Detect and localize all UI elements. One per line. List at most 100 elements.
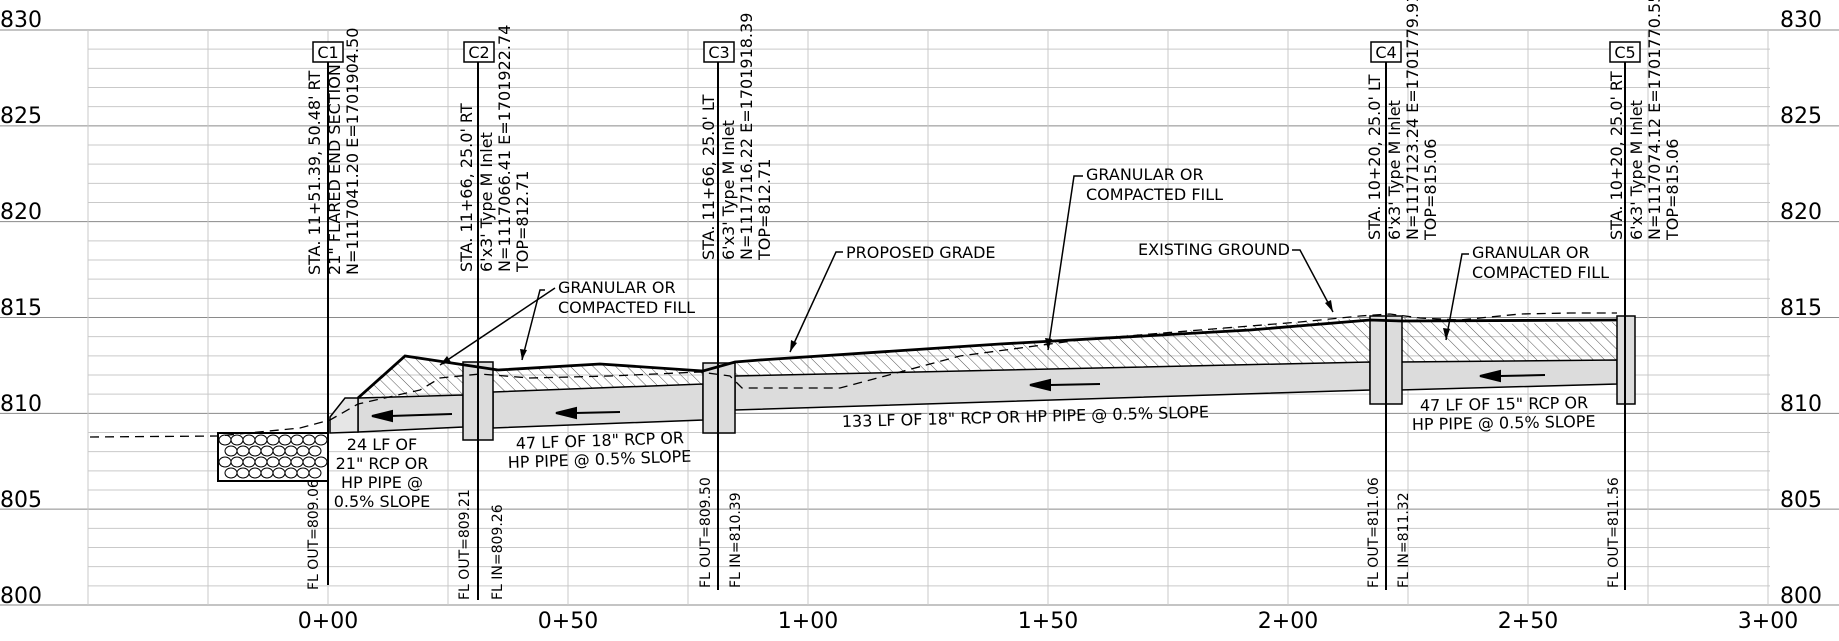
flow-arrows <box>371 369 1546 423</box>
riprap-stone <box>284 467 298 479</box>
structure-c3: C3 STA. 11+66, 25.0' LT 6'x3' Type M Inl… <box>698 13 774 590</box>
proposed-grade-label: PROPOSED GRADE <box>846 243 996 262</box>
fill-right-line-1: GRANULAR OR <box>1472 243 1590 262</box>
pipe-note-c2-c3: 47 LF OF 18" RCP OR HP PIPE @ 0.5% SLOPE <box>507 428 691 472</box>
riprap-stone <box>218 434 232 446</box>
c5-info-line-1: STA. 10+20, 25.0' RT <box>1607 71 1626 240</box>
elev-label-810-left: 810 <box>0 392 42 417</box>
existing-ground-label: EXISTING GROUND <box>1138 240 1290 259</box>
riprap-stone <box>314 434 328 446</box>
c4-info-line-1: STA. 10+20, 25.0' LT <box>1365 74 1384 240</box>
c2-info-line-2: 6'x3' Type M Inlet <box>477 132 496 272</box>
c2-info-line-1: STA. 11+66, 25.0' RT <box>457 103 476 272</box>
riprap-stone <box>266 434 280 446</box>
station-label-0: 0+00 <box>298 609 358 634</box>
structure-id-c4: C4 <box>1375 43 1396 62</box>
c5-info-line-3: N=1117074.12 E=1701770.55 <box>1645 0 1664 240</box>
elev-label-830-left: 830 <box>0 8 42 33</box>
callout-fill-mid: GRANULAR OR COMPACTED FILL <box>1045 165 1223 351</box>
riprap-apron <box>217 432 329 482</box>
existing-ground-line <box>89 312 1617 438</box>
pipe4-line-2: HP PIPE @ 0.5% SLOPE <box>1412 412 1596 434</box>
fill-left-line-1: GRANULAR OR <box>558 278 676 297</box>
riprap-stone <box>224 445 238 457</box>
structure-id-c3: C3 <box>708 43 729 62</box>
structure-c2: C2 STA. 11+66, 25.0' RT 6'x3' Type M Inl… <box>457 25 532 600</box>
station-label-2: 1+00 <box>778 609 838 634</box>
c1-fl-out: FL OUT=809.06 <box>306 479 322 590</box>
riprap-stone <box>278 456 292 468</box>
riprap-stone <box>296 445 310 457</box>
riprap-stone <box>254 456 268 468</box>
riprap-stone <box>302 456 316 468</box>
pipe-c2-c3 <box>492 383 704 429</box>
station-label-1: 0+50 <box>538 609 598 634</box>
elev-label-800-left: 800 <box>0 584 42 609</box>
riprap-stone <box>278 434 292 446</box>
riprap-stone <box>224 467 238 479</box>
structure-id-c5: C5 <box>1614 43 1635 62</box>
riprap-stone <box>248 467 262 479</box>
station-label-5: 2+50 <box>1498 609 1558 634</box>
riprap-stone <box>308 467 322 479</box>
fill-right-line-2: COMPACTED FILL <box>1472 263 1609 282</box>
elev-label-800-right: 800 <box>1780 584 1822 609</box>
c4-info-line-3: N=1117123.24 E=1701779.91 <box>1403 0 1422 240</box>
elev-label-830-right: 830 <box>1780 8 1822 33</box>
elevation-labels-left: 830 825 820 815 810 805 800 <box>0 8 42 609</box>
riprap-stone <box>242 434 256 446</box>
fill-mid-line-1: GRANULAR OR <box>1086 165 1204 184</box>
c3-fl-in: FL IN=810.39 <box>728 492 744 588</box>
riprap-stone <box>260 445 274 457</box>
riprap-stone <box>236 467 250 479</box>
pipe-note-c1-c2: 24 LF OF 21" RCP OR HP PIPE @ 0.5% SLOPE <box>334 435 431 511</box>
structure-tag-c2 <box>463 41 495 63</box>
riprap-stone <box>230 434 244 446</box>
riprap-stone <box>236 445 250 457</box>
profile-grid <box>0 29 1839 606</box>
pipe4-line-1: 47 LF OF 15" RCP OR <box>1420 393 1589 415</box>
c5-info-line-2: 6'x3' Type M Inlet <box>1627 100 1646 240</box>
riprap-stone <box>302 434 316 446</box>
granular-fill-hatch <box>360 317 1617 398</box>
riprap-stone <box>284 445 298 457</box>
station-label-3: 1+50 <box>1018 609 1078 634</box>
c4-info-line-2: 6'x3' Type M Inlet <box>1385 100 1404 240</box>
riprap-stone <box>230 456 244 468</box>
c4-fl-out: FL OUT=811.06 <box>1366 477 1382 588</box>
structure-tag-c5 <box>1609 41 1641 63</box>
elev-label-825-left: 825 <box>0 104 42 129</box>
c1-info-line-3: N=1117041.20 E=1701904.50 <box>343 28 362 275</box>
pipe3-line-1: 133 LF OF 18" RCP OR HP PIPE @ 0.5% SLOP… <box>842 402 1210 431</box>
c5-fl-out: FL OUT=811.56 <box>1606 477 1622 588</box>
riprap-stone <box>248 445 262 457</box>
c2-info-line-4: TOP=812.71 <box>513 171 532 273</box>
riprap-stone <box>272 445 286 457</box>
c3-info-line-3: N=1117116.22 E=1701918.39 <box>737 13 756 260</box>
structure-tag-c1 <box>312 41 344 63</box>
elev-label-820-left: 820 <box>0 200 42 225</box>
elev-label-825-right: 825 <box>1780 104 1822 129</box>
pipe-note-c4-c5: 47 LF OF 15" RCP OR HP PIPE @ 0.5% SLOPE <box>1412 393 1596 434</box>
c3-info-line-1: STA. 11+66, 25.0' LT <box>699 94 718 260</box>
elev-label-815-left: 815 <box>0 296 42 321</box>
riprap-stone <box>314 456 328 468</box>
c2-fl-out: FL OUT=809.21 <box>457 489 473 600</box>
pipe1-line-3: HP PIPE @ <box>341 473 423 492</box>
structure-c5: C5 STA. 10+20, 25.0' RT 6'x3' Type M Inl… <box>1606 0 1682 590</box>
callout-fill-right: GRANULAR OR COMPACTED FILL <box>1443 243 1609 341</box>
structure-tag-c3 <box>703 41 735 63</box>
c3-info-line-4: TOP=812.71 <box>755 159 774 261</box>
riprap-stone <box>296 467 310 479</box>
riprap-stone <box>290 456 304 468</box>
riprap-stones <box>218 434 328 479</box>
c4-fl-in: FL IN=811.32 <box>1396 492 1412 588</box>
pipe1-line-4: 0.5% SLOPE <box>334 492 431 511</box>
riprap-stone <box>260 467 274 479</box>
callout-fill-left: GRANULAR OR COMPACTED FILL <box>439 278 695 366</box>
c4-info-line-4: TOP=815.06 <box>1421 139 1440 241</box>
c2-info-line-3: N=1117066.41 E=1701922.74 <box>495 25 514 272</box>
flared-end-section <box>329 397 359 434</box>
structure-c4: C4 STA. 10+20, 25.0' LT 6'x3' Type M Inl… <box>1365 0 1440 590</box>
